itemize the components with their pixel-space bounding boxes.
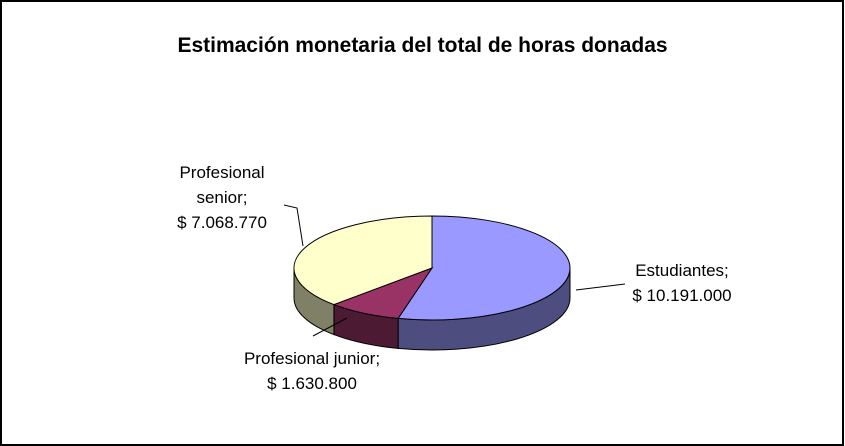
- value-label: $ 7.068.770: [177, 213, 267, 232]
- category-label: Estudiantes: [635, 261, 725, 280]
- data-label: Estudiantes; $ 10.191.000: [612, 258, 752, 308]
- value-label: $ 1.630.800: [267, 374, 357, 393]
- separator: ;: [724, 261, 729, 280]
- pie: [293, 215, 571, 351]
- leader-line: [283, 204, 304, 247]
- leader-line: [312, 317, 348, 337]
- chart-title: Estimación monetaria del total de horas …: [177, 34, 668, 57]
- leader-line: [575, 283, 626, 291]
- category-label: Profesional junior: [243, 349, 376, 368]
- category-label: Profesional senior: [179, 163, 265, 207]
- separator: ;: [242, 188, 248, 207]
- pie-slice: [397, 215, 571, 321]
- pie-slice: [293, 215, 433, 306]
- data-label: Profesional junior; $ 1.630.800: [242, 346, 382, 396]
- value-label: $ 10.191.000: [632, 286, 732, 305]
- data-label: Profesional senior; $ 7.068.770: [152, 160, 292, 235]
- separator: ;: [375, 349, 381, 368]
